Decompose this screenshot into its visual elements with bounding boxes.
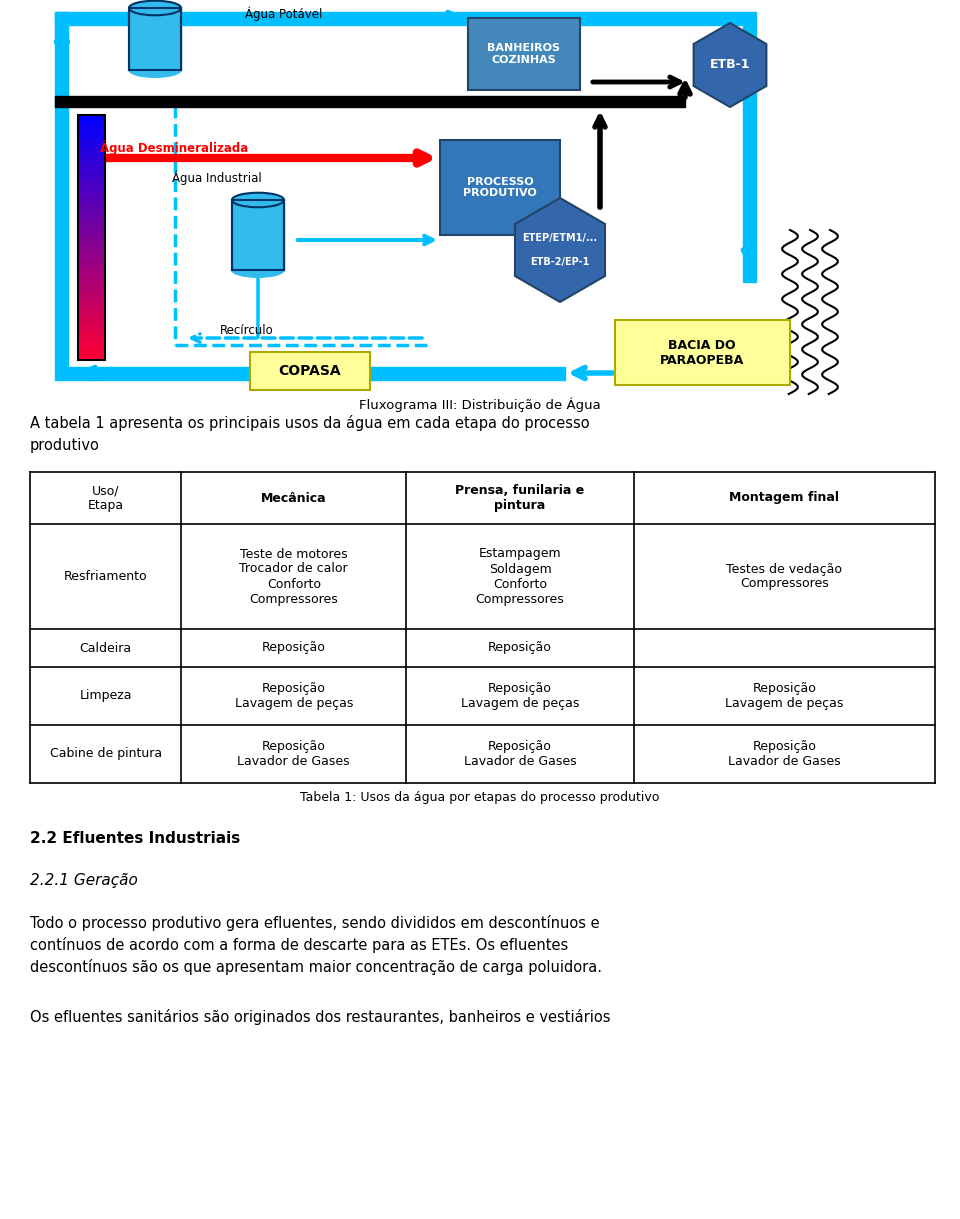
Text: Reposição
Lavador de Gases: Reposição Lavador de Gases bbox=[237, 740, 350, 768]
Text: Mecânica: Mecânica bbox=[261, 491, 326, 505]
Polygon shape bbox=[694, 23, 766, 107]
Text: Água Potável: Água Potável bbox=[245, 7, 323, 21]
Bar bbox=[55, 367, 565, 380]
Text: 2.2.1 Geração: 2.2.1 Geração bbox=[30, 873, 138, 887]
Bar bbox=[743, 12, 756, 282]
Text: Teste de motores
Trocador de calor
Conforto
Compressores: Teste de motores Trocador de calor Confo… bbox=[239, 547, 348, 606]
Text: PROCESSO
PRODUTIVO: PROCESSO PRODUTIVO bbox=[463, 177, 537, 199]
Text: 2.2 Efluentes Industriais: 2.2 Efluentes Industriais bbox=[30, 831, 240, 846]
Text: Reposição
Lavagem de peças: Reposição Lavagem de peças bbox=[234, 681, 353, 709]
Text: descontínuos são os que apresentam maior concentração de carga poluidora.: descontínuos são os que apresentam maior… bbox=[30, 959, 602, 975]
Text: Água Industrial: Água Industrial bbox=[172, 171, 262, 185]
Text: COPASA: COPASA bbox=[278, 364, 342, 378]
Text: Recírculo: Recírculo bbox=[220, 323, 274, 336]
Ellipse shape bbox=[129, 1, 181, 16]
Text: ETEP/ETM1/...

ETB-2/EP-1: ETEP/ETM1/... ETB-2/EP-1 bbox=[522, 233, 597, 267]
Text: Prensa, funilaria e
pintura: Prensa, funilaria e pintura bbox=[455, 484, 585, 512]
Text: Os efluentes sanitários são originados dos restaurantes, banheiros e vestiários: Os efluentes sanitários são originados d… bbox=[30, 1009, 611, 1025]
Text: Uso/
Etapa: Uso/ Etapa bbox=[87, 484, 124, 512]
Text: contínuos de acordo com a forma de descarte para as ETEs. Os efluentes: contínuos de acordo com a forma de desca… bbox=[30, 937, 568, 953]
Text: Reposição
Lavagem de peças: Reposição Lavagem de peças bbox=[461, 681, 579, 709]
Text: A tabela 1 apresenta os principais usos da água em cada etapa do processo: A tabela 1 apresenta os principais usos … bbox=[30, 414, 589, 432]
Polygon shape bbox=[515, 197, 605, 302]
Text: Caldeira: Caldeira bbox=[80, 641, 132, 655]
Text: Cabine de pintura: Cabine de pintura bbox=[50, 747, 161, 761]
Text: Estampagem
Soldagem
Conforto
Compressores: Estampagem Soldagem Conforto Compressore… bbox=[476, 547, 564, 606]
Bar bbox=[250, 352, 370, 390]
Text: Limpeza: Limpeza bbox=[80, 690, 132, 702]
Bar bbox=[232, 200, 284, 269]
Text: produtivo: produtivo bbox=[30, 438, 100, 453]
Bar bbox=[615, 321, 790, 385]
Bar bbox=[468, 18, 580, 90]
Bar bbox=[129, 9, 181, 69]
Text: Fluxograma III: Distribuição de Água: Fluxograma III: Distribuição de Água bbox=[359, 397, 601, 412]
Bar bbox=[232, 200, 284, 269]
Text: Reposição: Reposição bbox=[488, 641, 552, 655]
Bar bbox=[78, 115, 105, 360]
Text: Montagem final: Montagem final bbox=[730, 491, 839, 505]
Bar bbox=[129, 9, 181, 69]
Text: BANHEIROS
COZINHAS: BANHEIROS COZINHAS bbox=[488, 43, 561, 65]
Bar bbox=[440, 140, 560, 235]
Text: Resfriamento: Resfriamento bbox=[63, 570, 148, 583]
Text: ETB-1: ETB-1 bbox=[709, 59, 751, 72]
Text: Água Desmineralizada: Água Desmineralizada bbox=[100, 140, 249, 155]
Ellipse shape bbox=[129, 62, 181, 77]
Text: BACIA DO
PARAOPEBA: BACIA DO PARAOPEBA bbox=[660, 339, 744, 367]
Text: Reposição
Lavador de Gases: Reposição Lavador de Gases bbox=[728, 740, 841, 768]
Text: Testes de vedação
Compressores: Testes de vedação Compressores bbox=[727, 562, 842, 590]
Text: Reposição
Lavador de Gases: Reposição Lavador de Gases bbox=[464, 740, 576, 768]
Bar bbox=[55, 96, 685, 107]
Text: Todo o processo produtivo gera efluentes, sendo divididos em descontínuos e: Todo o processo produtivo gera efluentes… bbox=[30, 915, 600, 931]
Text: Tabela 1: Usos da água por etapas do processo produtivo: Tabela 1: Usos da água por etapas do pro… bbox=[300, 791, 660, 805]
Text: Reposição
Lavagem de peças: Reposição Lavagem de peças bbox=[725, 681, 844, 709]
Ellipse shape bbox=[232, 263, 284, 277]
Ellipse shape bbox=[232, 193, 284, 207]
Bar bbox=[55, 12, 68, 367]
Text: Reposição: Reposição bbox=[262, 641, 325, 655]
Bar bbox=[55, 12, 745, 26]
